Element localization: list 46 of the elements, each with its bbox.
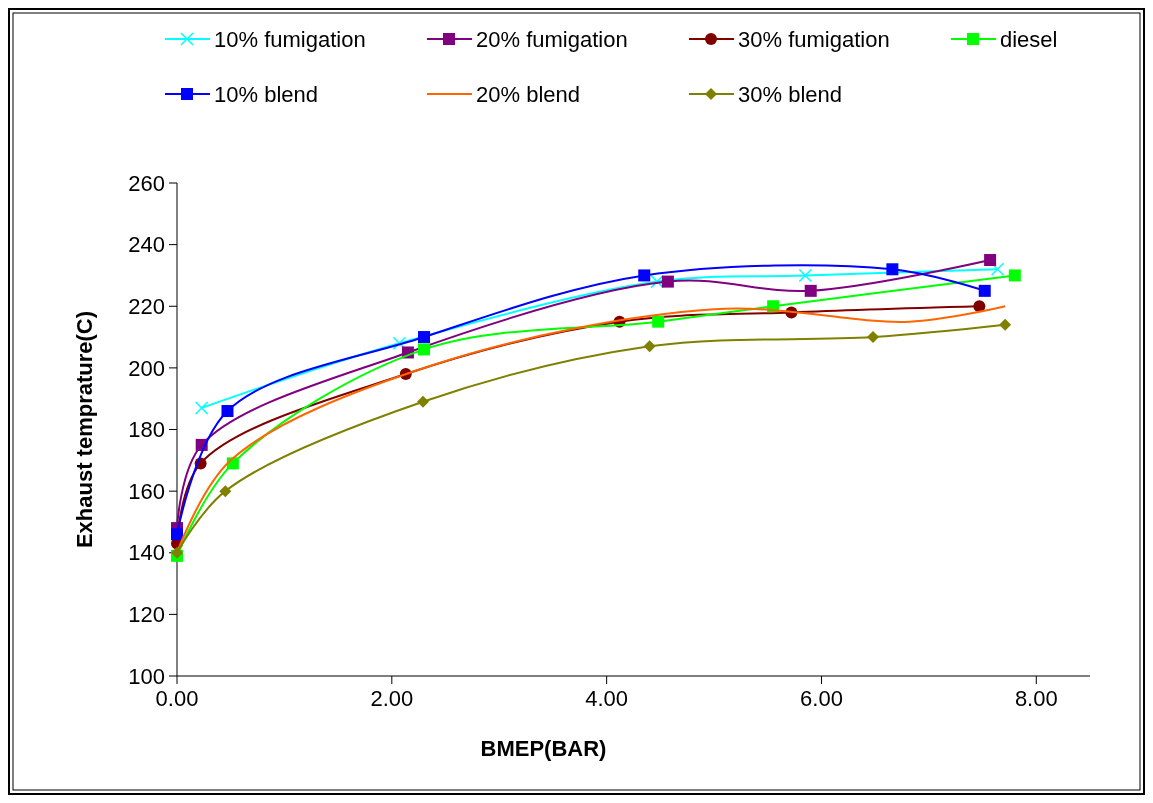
point — [973, 300, 986, 313]
x-tick-label: 6.00 — [800, 686, 843, 711]
point — [798, 268, 813, 283]
y-tick-label: 200 — [128, 355, 165, 381]
legend-label: 20% fumigation — [476, 26, 628, 52]
point — [652, 315, 665, 328]
x-tick-label: 4.00 — [585, 686, 629, 711]
point — [643, 340, 656, 353]
point — [984, 254, 997, 267]
point — [416, 395, 429, 408]
point — [978, 284, 991, 297]
point — [221, 405, 234, 418]
point — [171, 528, 183, 541]
point — [886, 263, 899, 276]
y-tick-label: 240 — [128, 232, 165, 258]
x-tick-label: 2.00 — [370, 686, 414, 711]
y-tick-label: 260 — [128, 170, 165, 196]
point — [650, 274, 664, 289]
point — [999, 318, 1012, 331]
point — [418, 331, 431, 344]
y-tick-label: 220 — [128, 293, 165, 319]
y-tick-label: 180 — [128, 417, 165, 443]
legend-label: 20% blend — [476, 81, 580, 107]
point — [219, 485, 232, 498]
y-tick-label: 120 — [128, 602, 165, 628]
y-axis-title: Exhaust temprature(C) — [72, 310, 97, 549]
legend-label: diesel — [1000, 26, 1058, 52]
point — [418, 343, 431, 356]
x-axis-title: BMEP(BAR) — [480, 736, 607, 761]
legend-label: 10% blend — [214, 81, 318, 107]
legend-label: 30% fumigation — [738, 26, 890, 52]
y-tick-label: 100 — [128, 663, 165, 689]
y-tick-label: 140 — [128, 540, 165, 566]
point — [804, 284, 817, 297]
x-tick-label: 8.00 — [1014, 686, 1058, 711]
point — [867, 331, 880, 344]
x-tick-label: 0.00 — [155, 686, 199, 711]
legend-label: 30% blend — [738, 81, 842, 107]
y-tick-label: 160 — [128, 478, 165, 504]
point — [1008, 269, 1021, 282]
point — [392, 336, 407, 350]
point — [990, 262, 1005, 277]
point — [194, 401, 209, 415]
point — [661, 275, 674, 288]
point — [638, 269, 651, 282]
legend-label: 10% fumigation — [214, 26, 366, 52]
